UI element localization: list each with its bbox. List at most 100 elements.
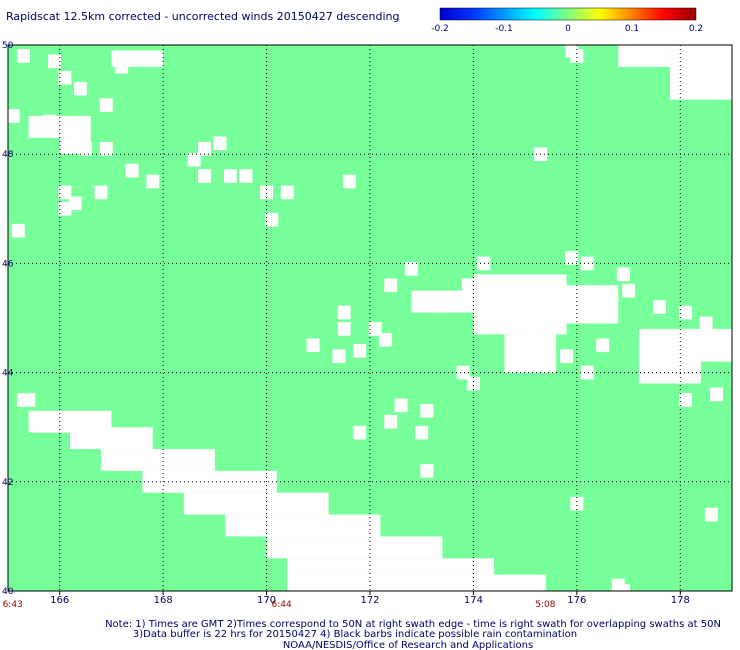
note-line-2: 3)Data buffer is 22 hrs for 20150427 4) …	[133, 629, 577, 640]
missing-cell	[332, 349, 346, 364]
missing-cell	[6, 109, 20, 123]
missing-cell	[265, 212, 279, 227]
missing-cell	[710, 387, 723, 402]
time-label: 6:43	[3, 600, 23, 610]
missing-region	[287, 558, 495, 575]
y-tick-label: 40	[2, 587, 14, 597]
colorbar-tick-label: -0.1	[495, 24, 513, 34]
missing-cell	[415, 425, 429, 440]
missing-cell	[596, 338, 610, 353]
missing-cell	[337, 322, 351, 336]
missing-cell	[94, 185, 108, 200]
missing-cell	[146, 174, 160, 189]
missing-region	[618, 45, 670, 67]
x-tick-label: 168	[154, 595, 173, 606]
missing-cell	[699, 316, 713, 331]
missing-cell	[580, 365, 594, 380]
missing-region	[680, 328, 732, 362]
missing-region	[70, 427, 153, 450]
missing-cell	[68, 196, 82, 211]
missing-cell	[663, 349, 677, 364]
missing-cell	[306, 338, 320, 353]
missing-cell	[73, 81, 87, 96]
missing-region	[411, 290, 474, 313]
missing-cell	[125, 163, 139, 178]
time-label: 5:08	[535, 600, 555, 610]
missing-cell	[523, 327, 537, 342]
missing-cell	[223, 169, 237, 183]
colorbar-tick-label: 0.1	[625, 24, 639, 34]
x-tick-label: 166	[50, 595, 69, 606]
y-tick-label: 50	[2, 41, 14, 51]
colorbar-tick-label: 0	[565, 24, 571, 34]
missing-region	[266, 536, 443, 559]
x-tick-label: 170	[257, 595, 276, 606]
missing-cell	[570, 496, 584, 511]
missing-cell	[79, 141, 93, 156]
missing-cell	[42, 114, 56, 129]
missing-cell	[404, 262, 418, 276]
missing-cell	[198, 141, 211, 156]
missing-cell	[580, 256, 594, 271]
missing-cell	[342, 174, 356, 189]
plot-area	[6, 43, 733, 598]
y-tick-labels: 40 42 44 46 48 50	[2, 41, 14, 597]
colorbar-gradient	[439, 7, 697, 21]
time-labels: 6:43 6:44 5:08	[3, 600, 556, 610]
missing-cell	[115, 60, 129, 74]
missing-cell	[187, 152, 201, 167]
missing-cell	[704, 507, 718, 522]
missing-cell	[560, 349, 573, 364]
missing-cell	[353, 343, 367, 358]
y-tick-label: 42	[2, 478, 13, 488]
x-tick-label: 172	[360, 595, 379, 606]
missing-cell	[58, 70, 72, 85]
colorbar-tick-label: -0.2	[431, 24, 449, 34]
x-tick-label: 174	[464, 595, 483, 606]
time-label: 6:44	[272, 600, 292, 610]
missing-region	[183, 492, 329, 515]
missing-cell	[678, 305, 692, 320]
missing-cell	[58, 185, 72, 200]
chart-title: Rapidscat 12.5km corrected - uncorrected…	[6, 10, 399, 23]
x-tick-label: 178	[671, 595, 690, 606]
missing-cell	[653, 300, 667, 314]
note-line-1: Note: 1) Times are GMT 2)Times correspon…	[105, 619, 721, 630]
missing-cell	[73, 130, 87, 145]
missing-cell	[213, 136, 227, 151]
missing-cell	[678, 393, 692, 407]
missing-cell	[337, 305, 351, 320]
missing-cell	[17, 49, 30, 63]
missing-cell	[99, 141, 113, 156]
missing-cell	[353, 425, 367, 440]
x-tick-label: 176	[567, 595, 586, 606]
missing-cell	[616, 267, 630, 282]
colorbar-tick-label: 0.2	[689, 24, 703, 34]
missing-cell	[477, 256, 491, 271]
x-tick-labels: 166 168 170 172 174 176 178	[50, 591, 690, 606]
missing-region	[287, 574, 546, 591]
note-line-3: NOAA/NESDIS/Office of Research and Appli…	[283, 640, 533, 650]
missing-cell	[565, 251, 579, 265]
missing-region	[669, 45, 732, 100]
missing-cell	[11, 223, 25, 238]
missing-cell	[565, 43, 579, 58]
missing-cell	[420, 464, 434, 478]
missing-cell	[394, 398, 408, 413]
missing-cell	[456, 365, 470, 380]
missing-region	[225, 514, 381, 537]
missing-region	[566, 285, 619, 324]
y-tick-label: 48	[2, 150, 14, 160]
missing-cell	[379, 333, 392, 347]
missing-cell	[99, 98, 113, 112]
missing-region	[101, 449, 215, 471]
missing-region	[142, 470, 277, 493]
colorbar: -0.2 -0.1 0 0.1 0.2	[431, 7, 703, 34]
missing-cell	[198, 169, 211, 183]
missing-cell	[239, 169, 253, 183]
missing-cell	[384, 278, 398, 293]
missing-cell	[622, 283, 636, 298]
missing-cell	[48, 54, 62, 69]
missing-cell	[260, 185, 274, 200]
